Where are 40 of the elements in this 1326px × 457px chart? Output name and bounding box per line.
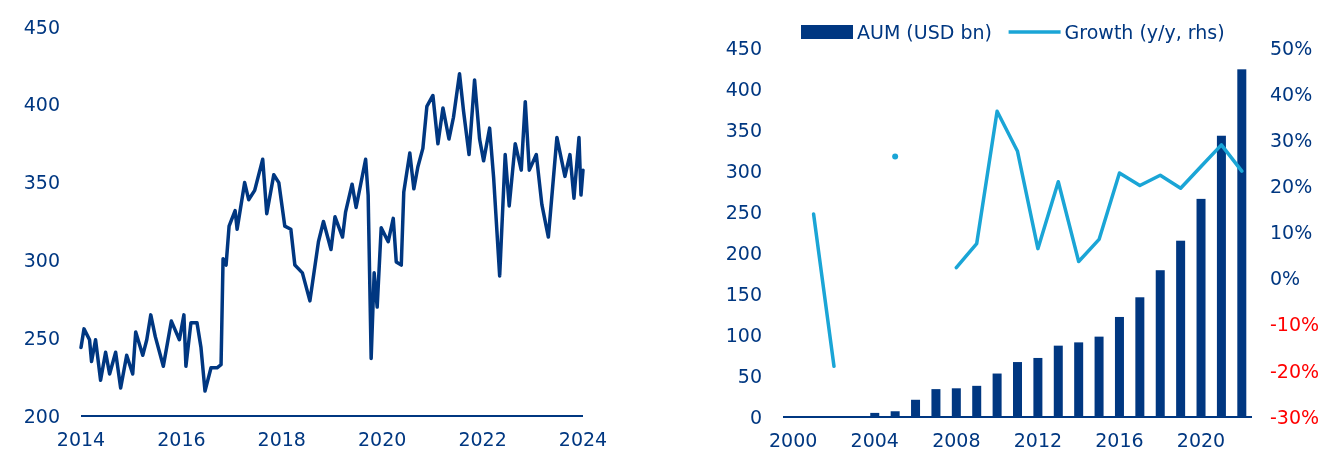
y2-tick-label: 50% [1270,36,1313,59]
y-tick-label: 400 [23,93,60,116]
x-tick-label: 2016 [1095,429,1144,451]
y-tick-label: 350 [23,171,60,194]
y-tick-label: 400 [725,77,762,100]
y-tick-label: 150 [725,282,762,305]
legend-label: AUM (USD bn) [857,20,992,43]
y-tick-label: 450 [725,36,762,59]
x-tick-label: 2012 [1013,429,1063,451]
x-tick-label: 2024 [558,428,608,450]
y2-tick-label: -30% [1270,405,1320,428]
y-tick-label: 0 [749,405,762,428]
x-tick-label: 2008 [932,429,981,451]
y-tick-label: 50 [737,364,762,387]
line-series [79,71,585,393]
x-tick-label: 2014 [56,428,106,450]
x-tick-label: 2022 [458,428,507,450]
y2-tick-label: 0% [1270,267,1301,290]
y2-tick-label: 40% [1270,82,1313,105]
x-tick-label: 2004 [850,429,899,451]
x-tick-label: 2020 [1176,429,1226,451]
legend-label: Growth (y/y, rhs) [1064,20,1225,43]
y2-tick-label: 10% [1270,221,1313,244]
x-tick-label: 2018 [257,428,306,450]
y-tick-label: 200 [725,241,762,264]
y2-tick-label: 20% [1270,175,1313,198]
y2-tick-label: -20% [1270,359,1320,382]
y2-tick-label: 30% [1270,128,1313,151]
y-tick-label: 450 [23,15,60,38]
y2-tick-label: -10% [1270,313,1320,336]
y-tick-label: 250 [23,326,60,349]
y-tick-label: 250 [725,200,762,223]
x-tick-label: 2016 [157,428,206,450]
x-tick-label: 2000 [769,429,818,451]
y-tick-label: 350 [725,118,762,141]
y-tick-label: 300 [725,159,762,182]
x-tick-label: 2020 [358,428,407,450]
y-tick-label: 300 [23,249,60,272]
y-tick-label: 100 [725,323,762,346]
y-tick-label: 200 [23,404,60,427]
